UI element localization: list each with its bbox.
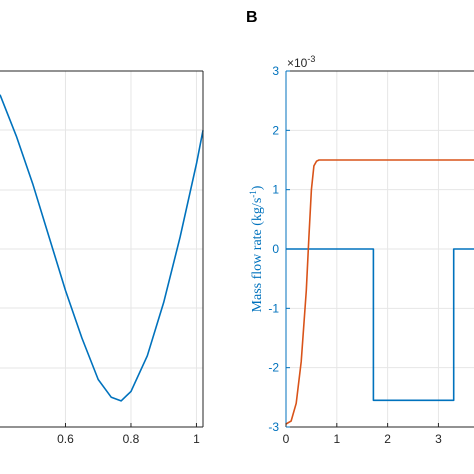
ylabel-sup: -1 [248,190,258,198]
y-tick-label: 1 [272,183,279,197]
panel-b-y-ticks: -3 -2 -1 0 1 2 3 [268,64,290,434]
y-tick-label: 0 [272,242,279,256]
panel-b-y-exponent: ×10-3 [287,54,315,70]
x-tick-label: 0 [283,432,290,446]
ylabel-close: ) [250,185,265,190]
y-tick-label: -3 [268,420,279,434]
y-tick-label: -1 [268,301,279,315]
exponent-base: ×10 [287,56,308,70]
series-line [0,94,204,402]
panel-a-x-ticks: 0.6 0.8 1 [57,423,200,446]
y-tick-label: 2 [272,123,279,137]
panel-b-series [285,159,474,425]
exponent-power: -3 [307,54,315,64]
series-line [285,159,474,425]
ylabel-main: Mass flow rate (kg/s [250,198,265,313]
x-tick-label: 2 [384,432,391,446]
panel-b-x-ticks: 0 1 2 3 [283,423,442,446]
x-tick-label: 1 [193,432,200,446]
panel-b-y-axis-label: Mass flow rate (kg/s-1) [248,185,265,312]
x-tick-label: 0.6 [57,432,74,446]
x-tick-label: 1 [333,432,340,446]
y-tick-label: -2 [268,361,279,375]
panel-b-grid [286,71,474,427]
panel-a-grid [0,71,203,427]
x-tick-label: 0.8 [123,432,140,446]
panel-b-label: B [246,9,258,26]
panel-a-series [0,94,204,402]
series-line [286,248,474,402]
panel-a: 0.6 0.8 1 [0,70,204,446]
y-tick-label: 3 [272,64,279,78]
panel-a-axes-frame [0,70,204,428]
x-tick-label: 3 [435,432,442,446]
